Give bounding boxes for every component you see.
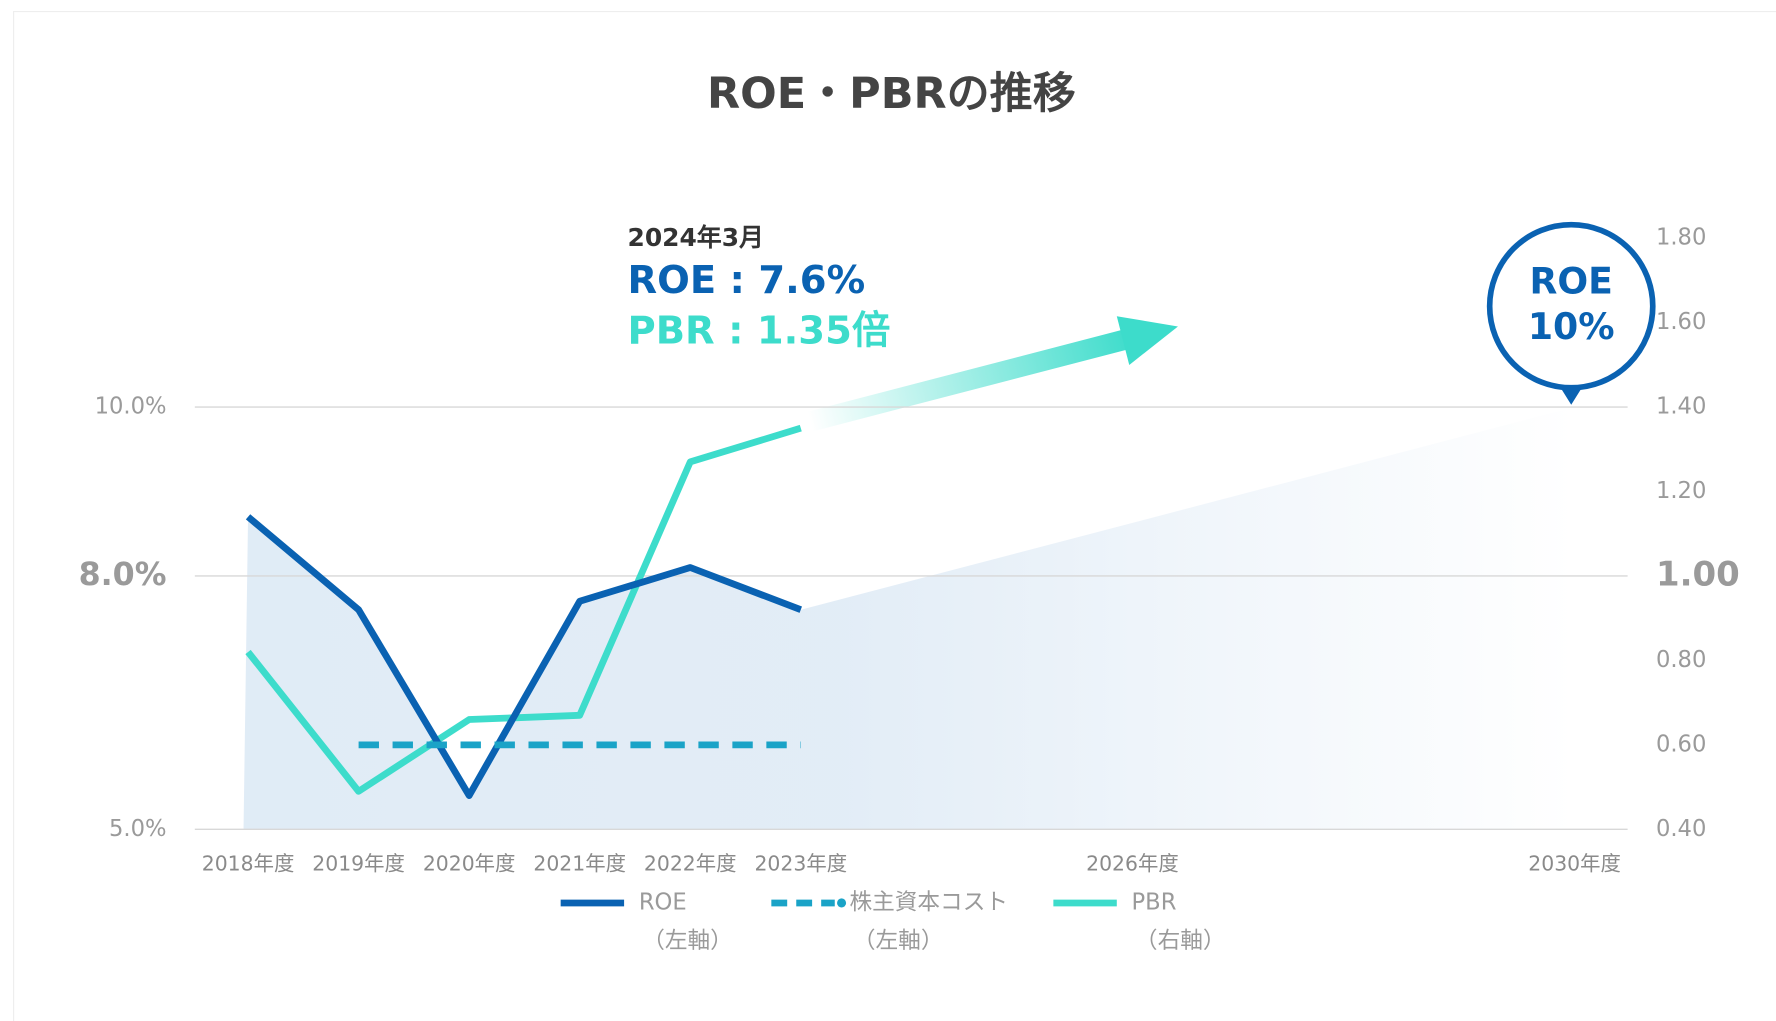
x-tick-label: 2019年度	[312, 851, 405, 875]
x-tick-label: 2022年度	[644, 851, 737, 875]
x-tick-label: 2018年度	[202, 851, 295, 875]
annotation-roe: ROE : 7.6%	[627, 258, 865, 303]
y-tick-label: 8.0%	[79, 557, 167, 593]
y2-tick-label: 1.80	[1656, 225, 1706, 251]
trend-arrow-head	[1116, 316, 1178, 365]
x-tick-label: 2020年度	[423, 851, 516, 875]
y2-tick-label: 0.40	[1656, 816, 1706, 842]
y2-tick-label: 1.20	[1656, 478, 1706, 504]
target-label: ROE	[1529, 260, 1612, 303]
series-line	[245, 424, 802, 795]
legend-label: 株主資本コスト	[849, 889, 1008, 915]
legend-dot	[837, 898, 847, 908]
x-tick-label: 2030年度	[1528, 851, 1621, 875]
y2-tick-label: 1.00	[1656, 554, 1740, 594]
y2-tick-label: 1.40	[1656, 394, 1706, 420]
series-line	[245, 514, 802, 799]
area-layer	[243, 407, 1575, 830]
legend-label: ROE	[639, 889, 687, 915]
area-fill	[243, 407, 1575, 830]
legend-label: PBR	[1132, 889, 1177, 915]
target-bubble	[1486, 221, 1656, 391]
x-tick-label: 2026年度	[1086, 851, 1179, 875]
legend-note: （右軸）	[1135, 928, 1226, 954]
y-tick-label: 10.0%	[95, 394, 167, 420]
y2-tick-label: 0.80	[1656, 647, 1706, 673]
annotation-pbr: PBR : 1.35倍	[627, 309, 890, 354]
annotation-date: 2024年3月	[627, 223, 763, 252]
y-tick-label: 5.0%	[109, 816, 167, 842]
x-tick-label: 2023年度	[754, 851, 847, 875]
bubble-pointer	[1559, 386, 1583, 405]
y2-tick-label: 1.60	[1656, 309, 1706, 335]
x-tick-label: 2021年度	[533, 851, 626, 875]
legend-note: （左軸）	[853, 928, 944, 954]
target-value: 10%	[1528, 305, 1615, 348]
chart-title: ROE・PBRの推移	[707, 69, 1076, 119]
legend-note: （左軸）	[642, 928, 733, 954]
trend-arrow	[807, 330, 1127, 432]
y2-tick-label: 0.60	[1656, 731, 1706, 757]
